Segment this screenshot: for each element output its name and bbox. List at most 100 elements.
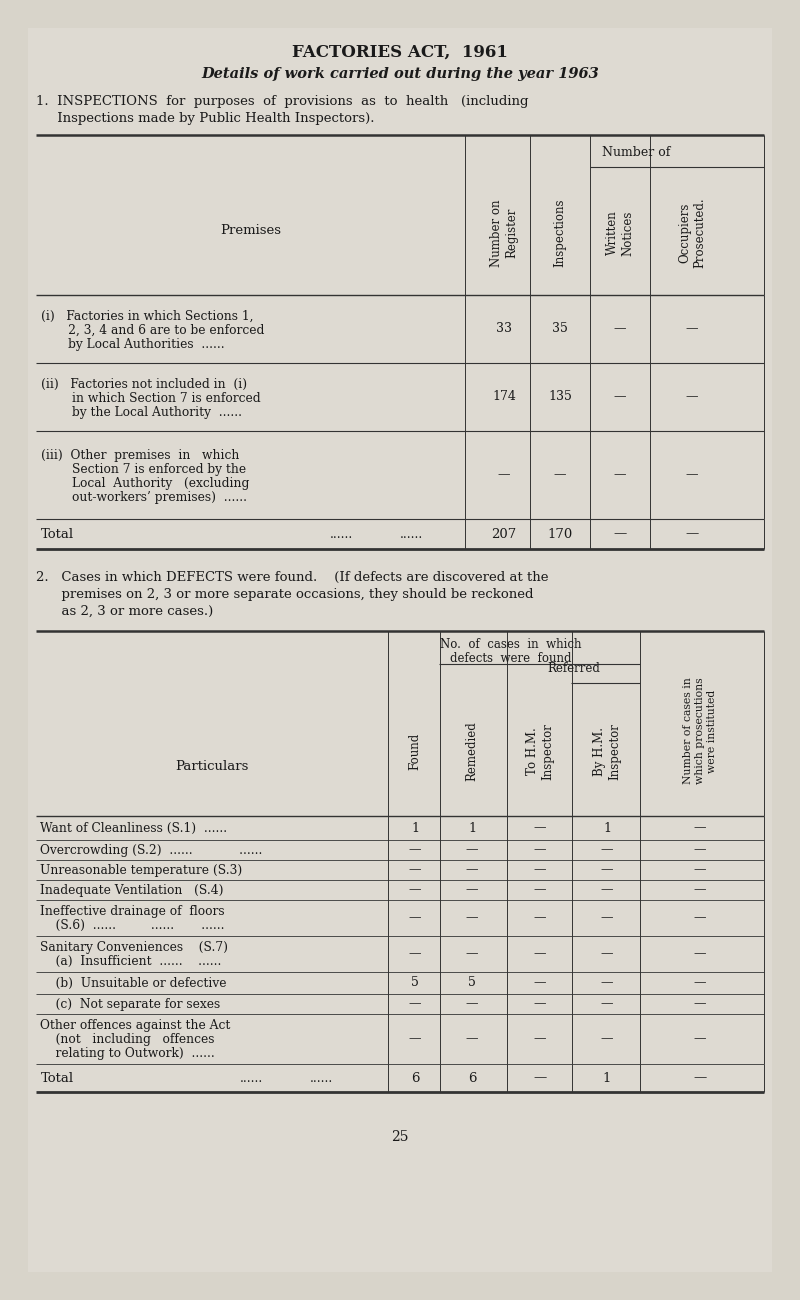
Text: Premises: Premises xyxy=(220,224,281,237)
Text: —: — xyxy=(694,1071,706,1084)
Text: 207: 207 xyxy=(491,528,517,541)
Text: Total: Total xyxy=(41,528,74,541)
Text: —: — xyxy=(466,948,478,961)
Text: Inspections: Inspections xyxy=(554,199,566,268)
Text: (not   including   offences: (not including offences xyxy=(40,1034,214,1046)
Text: in which Section 7 is enforced: in which Section 7 is enforced xyxy=(41,393,261,406)
Text: —: — xyxy=(534,822,546,835)
Text: Local  Authority   (excluding: Local Authority (excluding xyxy=(41,477,250,490)
Text: ......: ...... xyxy=(330,528,354,541)
Text: 25: 25 xyxy=(391,1130,409,1144)
Text: —: — xyxy=(409,948,422,961)
Text: —: — xyxy=(409,884,422,897)
Text: (i)   Factories in which Sections 1,: (i) Factories in which Sections 1, xyxy=(41,309,254,322)
Text: —: — xyxy=(409,1032,422,1045)
Text: ......: ...... xyxy=(310,1071,334,1084)
Text: Inspections made by Public Health Inspectors).: Inspections made by Public Health Inspec… xyxy=(36,112,374,125)
Text: —: — xyxy=(601,911,614,924)
Text: 170: 170 xyxy=(547,528,573,541)
Text: —: — xyxy=(614,322,626,335)
Text: Occupiers
Prosecuted.: Occupiers Prosecuted. xyxy=(678,198,706,268)
Text: —: — xyxy=(601,884,614,897)
Text: —: — xyxy=(686,468,698,481)
Text: —: — xyxy=(534,976,546,989)
Text: Number of cases in
which prosecutions
were instituted: Number of cases in which prosecutions we… xyxy=(683,677,717,784)
Text: premises on 2, 3 or more separate occasions, they should be reckoned: premises on 2, 3 or more separate occasi… xyxy=(36,588,534,601)
Text: Unreasonable temperature (S.3): Unreasonable temperature (S.3) xyxy=(40,864,242,878)
Text: —: — xyxy=(686,322,698,335)
Text: 1.  INSPECTIONS  for  purposes  of  provisions  as  to  health   (including: 1. INSPECTIONS for purposes of provision… xyxy=(36,95,529,108)
Text: —: — xyxy=(694,1032,706,1045)
Text: —: — xyxy=(614,528,626,541)
Text: —: — xyxy=(534,911,546,924)
Text: —: — xyxy=(601,997,614,1010)
Text: Written
Notices: Written Notices xyxy=(606,211,634,256)
Text: FACTORIES ACT,  1961: FACTORIES ACT, 1961 xyxy=(292,43,508,61)
Text: —: — xyxy=(601,863,614,876)
Text: 1: 1 xyxy=(603,822,611,835)
Text: —: — xyxy=(409,844,422,857)
Text: —: — xyxy=(694,822,706,835)
Text: 1: 1 xyxy=(411,822,419,835)
Text: 35: 35 xyxy=(552,322,568,335)
Text: —: — xyxy=(614,390,626,403)
Text: —: — xyxy=(686,528,698,541)
Text: —: — xyxy=(601,1032,614,1045)
Text: By H.M.
Inspector: By H.M. Inspector xyxy=(593,723,621,780)
Text: out-workers’ premises)  ......: out-workers’ premises) ...... xyxy=(41,491,247,504)
Text: Number on
Register: Number on Register xyxy=(490,199,518,266)
Text: Other offences against the Act: Other offences against the Act xyxy=(40,1019,230,1032)
Text: (S.6)  ......         ......       ......: (S.6) ...... ...... ...... xyxy=(40,919,225,932)
Text: as 2, 3 or more cases.): as 2, 3 or more cases.) xyxy=(36,604,214,617)
Text: Referred: Referred xyxy=(547,663,600,676)
Text: —: — xyxy=(694,884,706,897)
Text: defects  were  found: defects were found xyxy=(450,653,572,666)
Text: —: — xyxy=(601,976,614,989)
Text: (a)  Insufficient  ......    ......: (a) Insufficient ...... ...... xyxy=(40,956,222,968)
Text: —: — xyxy=(409,863,422,876)
Text: 135: 135 xyxy=(548,390,572,403)
Text: 2, 3, 4 and 6 are to be enforced: 2, 3, 4 and 6 are to be enforced xyxy=(41,324,264,337)
Text: —: — xyxy=(534,1071,546,1084)
Text: 5: 5 xyxy=(411,976,419,989)
Text: Sanitary Conveniences    (S.7): Sanitary Conveniences (S.7) xyxy=(40,941,228,954)
Text: —: — xyxy=(554,468,566,481)
Text: (ii)   Factories not included in  (i): (ii) Factories not included in (i) xyxy=(41,378,247,391)
Text: 6: 6 xyxy=(410,1071,419,1084)
Text: —: — xyxy=(686,390,698,403)
Text: Particulars: Particulars xyxy=(175,759,249,772)
Text: Total: Total xyxy=(41,1071,74,1084)
Text: 1: 1 xyxy=(468,822,476,835)
Text: Inadequate Ventilation   (S.4): Inadequate Ventilation (S.4) xyxy=(40,884,223,897)
Text: 5: 5 xyxy=(468,976,476,989)
Text: —: — xyxy=(466,911,478,924)
Text: by the Local Authority  ......: by the Local Authority ...... xyxy=(41,406,242,419)
Text: Section 7 is enforced by the: Section 7 is enforced by the xyxy=(41,463,246,476)
Text: —: — xyxy=(694,844,706,857)
Text: —: — xyxy=(534,948,546,961)
Text: by Local Authorities  ......: by Local Authorities ...... xyxy=(41,338,225,351)
Text: —: — xyxy=(534,863,546,876)
Text: (iii)  Other  premises  in   which: (iii) Other premises in which xyxy=(41,448,239,461)
Text: —: — xyxy=(694,863,706,876)
Text: —: — xyxy=(466,863,478,876)
Text: 6: 6 xyxy=(468,1071,476,1084)
Text: —: — xyxy=(409,911,422,924)
Text: To H.M.
Inspector: To H.M. Inspector xyxy=(526,723,554,780)
Text: relating to Outwork)  ......: relating to Outwork) ...... xyxy=(40,1046,214,1059)
Text: —: — xyxy=(534,884,546,897)
Text: —: — xyxy=(498,468,510,481)
Text: —: — xyxy=(466,1032,478,1045)
Text: —: — xyxy=(614,468,626,481)
Text: Remedied: Remedied xyxy=(466,722,478,781)
Text: 2.   Cases in which DEFECTS were found.    (If defects are discovered at the: 2. Cases in which DEFECTS were found. (I… xyxy=(36,571,549,584)
Text: Ineffective drainage of  floors: Ineffective drainage of floors xyxy=(40,905,225,918)
Text: —: — xyxy=(694,997,706,1010)
Text: 33: 33 xyxy=(496,322,512,335)
Text: Want of Cleanliness (S.1)  ......: Want of Cleanliness (S.1) ...... xyxy=(40,822,227,835)
Text: —: — xyxy=(466,884,478,897)
Text: Found: Found xyxy=(409,733,422,770)
Text: ......: ...... xyxy=(400,528,423,541)
Text: (c)  Not separate for sexes: (c) Not separate for sexes xyxy=(40,998,220,1011)
Text: ......: ...... xyxy=(240,1071,263,1084)
